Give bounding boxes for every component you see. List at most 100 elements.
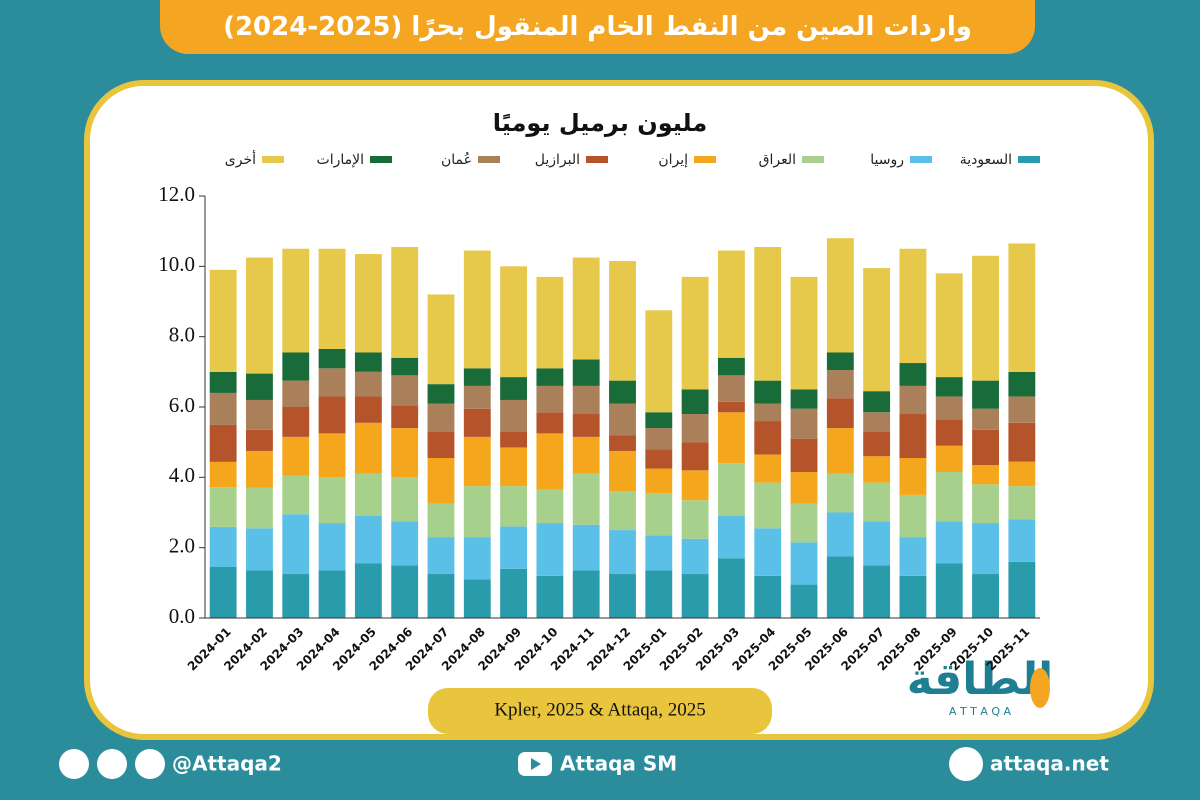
bar-segment bbox=[972, 429, 999, 466]
bar-segment bbox=[754, 575, 782, 618]
bar-segment bbox=[681, 442, 709, 471]
bar-segment bbox=[681, 414, 709, 443]
bar-segment bbox=[935, 396, 963, 420]
bar-segment bbox=[717, 357, 745, 376]
bar-segment bbox=[826, 512, 854, 557]
bar-segment bbox=[246, 487, 273, 529]
bar-segment bbox=[645, 570, 673, 618]
bar-segment bbox=[246, 399, 273, 430]
bar-segment bbox=[972, 465, 999, 485]
bar-segment bbox=[609, 491, 636, 531]
bar-segment bbox=[209, 424, 237, 462]
bar-segment bbox=[463, 385, 491, 409]
y-tick-label: 0.0 bbox=[169, 604, 195, 628]
bar-segment bbox=[863, 412, 891, 432]
bar-segment bbox=[717, 412, 745, 464]
bar-segment bbox=[826, 428, 854, 474]
icon-facebook bbox=[135, 749, 165, 779]
legend-label: الإمارات bbox=[317, 152, 364, 168]
bar-segment bbox=[863, 521, 891, 566]
bar-segment bbox=[318, 433, 346, 478]
bar-segment bbox=[391, 405, 419, 429]
bar-segment bbox=[935, 472, 963, 522]
legend-label: روسيا bbox=[870, 152, 904, 168]
bar-segment bbox=[863, 431, 891, 457]
bar-segment bbox=[681, 538, 709, 575]
bar-segment bbox=[427, 537, 455, 575]
bar-segment bbox=[790, 408, 818, 439]
bar-segment bbox=[754, 482, 782, 529]
bar-segment bbox=[354, 396, 382, 423]
logo: الطاقة bbox=[907, 654, 1053, 705]
bar-segment bbox=[609, 450, 636, 492]
legend-marker bbox=[910, 156, 932, 163]
y-tick-label: 12.0 bbox=[158, 182, 195, 206]
bar-segment bbox=[754, 403, 782, 422]
bar-segment bbox=[246, 429, 273, 451]
bar-segment bbox=[282, 514, 310, 575]
bar-segment bbox=[754, 421, 782, 455]
legend-label: السعودية bbox=[960, 152, 1012, 168]
bar-segment bbox=[899, 385, 927, 415]
bar-segment bbox=[318, 248, 346, 349]
bar-segment bbox=[863, 391, 891, 413]
bar-segment bbox=[717, 375, 745, 402]
legend-marker bbox=[370, 156, 392, 163]
bar-segment bbox=[609, 261, 636, 381]
bar-segment bbox=[500, 431, 528, 448]
bar-segment bbox=[318, 368, 346, 397]
bar-segment bbox=[463, 579, 491, 618]
bar-segment bbox=[899, 575, 927, 618]
bar-segment bbox=[972, 484, 999, 524]
bar-segment bbox=[754, 380, 782, 404]
bar-segment bbox=[790, 542, 818, 585]
bar-segment bbox=[354, 473, 382, 517]
bar-segment bbox=[572, 385, 600, 415]
bar-segment bbox=[826, 370, 854, 399]
bar-segment bbox=[972, 380, 999, 409]
bar-segment bbox=[282, 436, 310, 476]
bar-segment bbox=[572, 473, 600, 525]
bar-segment bbox=[899, 494, 927, 538]
bar-segment bbox=[427, 431, 455, 458]
bar-segment bbox=[500, 447, 528, 487]
bar-segment bbox=[246, 570, 273, 618]
bar-segment bbox=[681, 500, 709, 539]
bar-segment bbox=[609, 435, 636, 451]
bar-segment bbox=[645, 449, 673, 469]
bar-segment bbox=[972, 523, 999, 575]
legend-label: إيران bbox=[658, 152, 688, 168]
y-tick-label: 4.0 bbox=[169, 463, 195, 487]
bar-segment bbox=[463, 436, 491, 487]
bar-segment bbox=[1008, 561, 1036, 618]
bar-segment bbox=[536, 412, 564, 434]
bar-segment bbox=[899, 363, 927, 386]
bar-segment bbox=[935, 419, 963, 446]
bar-segment bbox=[209, 567, 237, 618]
bar-segment bbox=[536, 385, 564, 413]
icon-instagram bbox=[97, 749, 127, 779]
bar-segment bbox=[318, 477, 346, 524]
source: Kpler, 2025 & Attaqa, 2025 bbox=[494, 699, 705, 720]
bar-segment bbox=[935, 563, 963, 618]
legend-label: أخرى bbox=[225, 150, 256, 168]
bar-segment bbox=[826, 473, 854, 513]
legend-label: العراق bbox=[759, 152, 796, 168]
bar-segment bbox=[681, 470, 709, 501]
bar-segment bbox=[1008, 371, 1036, 397]
logo-drop bbox=[1030, 668, 1050, 708]
bar-segment bbox=[754, 528, 782, 576]
bar-segment bbox=[572, 414, 600, 437]
bar-segment bbox=[318, 348, 346, 369]
legend-marker bbox=[478, 156, 500, 163]
bar-segment bbox=[717, 463, 745, 517]
legend-marker bbox=[694, 156, 716, 163]
bar-segment bbox=[354, 352, 382, 372]
bar-segment bbox=[826, 352, 854, 371]
legend-marker bbox=[262, 156, 284, 163]
y-tick-label: 2.0 bbox=[169, 533, 195, 557]
icon-x bbox=[59, 749, 89, 779]
bar-segment bbox=[391, 428, 419, 478]
